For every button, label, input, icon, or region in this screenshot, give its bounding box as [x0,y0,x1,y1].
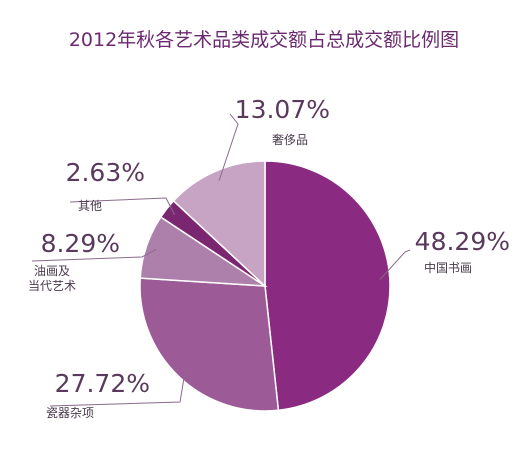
slice-category-label: 瓷器杂项 [46,406,94,420]
slice-category-label: 其他 [78,199,102,213]
slice-category-label: 中国书画 [424,260,472,275]
slice-percent-label: 27.72% [55,369,150,398]
pie-slice-4 [172,160,266,288]
leader-line-4 [218,113,239,181]
leader-line-0 [379,249,411,281]
slice-category-label: 当代艺术 [28,279,76,293]
slice-percent-label: 48.29% [415,227,510,256]
slice-category-label: 奢侈品 [272,133,308,147]
leader-line-1 [49,369,186,407]
slice-percent-label: 13.07% [235,95,330,124]
slice-percent-label: 8.29% [41,229,120,258]
pie-slice-0 [264,160,391,412]
leader-line-3 [69,197,176,216]
chart-title: 2012年秋各艺术品类成交额占总成交额比例图 [69,29,459,51]
slice-percent-label: 2.63% [66,158,145,187]
pie-slice-1 [139,277,280,412]
pie-slices [139,160,391,412]
slice-category-label: 油画及 [34,264,70,278]
leader-line-2 [31,248,157,262]
